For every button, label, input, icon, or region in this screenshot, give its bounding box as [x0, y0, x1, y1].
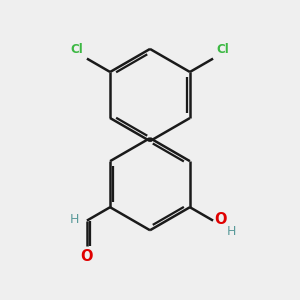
Text: H: H: [70, 213, 80, 226]
Text: H: H: [227, 225, 236, 238]
Text: Cl: Cl: [70, 43, 83, 56]
Text: Cl: Cl: [217, 43, 230, 56]
Text: O: O: [81, 249, 93, 264]
Text: O: O: [214, 212, 227, 227]
